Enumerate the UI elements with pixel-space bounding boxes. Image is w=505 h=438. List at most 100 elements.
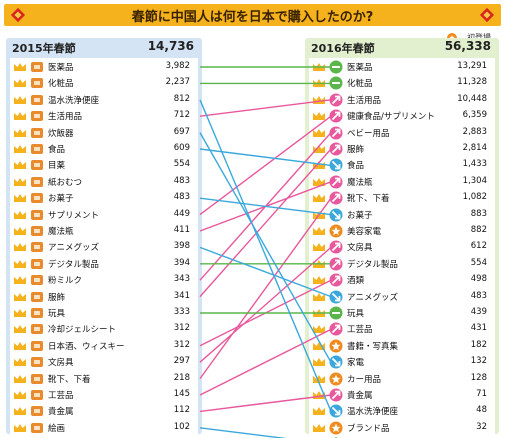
total-2015: 14,736 xyxy=(147,39,194,53)
eye-drops-icon xyxy=(31,160,43,171)
ranking-2015-row: 絵画 102 xyxy=(10,418,198,437)
crown-icon xyxy=(14,391,26,399)
crown-icon xyxy=(313,194,325,203)
item-value: 882 xyxy=(470,225,487,235)
item-value: 3,982 xyxy=(165,61,190,71)
new-entry-icon xyxy=(329,224,343,238)
stationery-icon xyxy=(31,357,43,368)
ranking-2015-row: アニメグッズ 398 xyxy=(10,238,198,257)
crown-icon xyxy=(14,128,26,137)
item-name: 玩具 xyxy=(347,309,365,319)
ranking-2016-row: 家電 132 xyxy=(309,353,495,372)
item-name: 靴下、下着 xyxy=(48,374,91,385)
crown-icon xyxy=(14,63,26,71)
ranking-2016-row: 温水洗浄便座 48 xyxy=(309,402,495,421)
rank-down-icon xyxy=(329,290,343,304)
anime-goods-icon xyxy=(31,242,43,253)
item-name: 目薬 xyxy=(48,161,66,172)
item-value: 2,237 xyxy=(165,77,190,88)
jewelry-icon xyxy=(31,406,43,417)
crown-icon xyxy=(313,325,325,334)
crown-icon xyxy=(313,161,325,170)
total-2016: 56,338 xyxy=(444,39,491,53)
item-name: 魔法瓶 xyxy=(48,227,74,237)
crown-icon xyxy=(14,210,26,219)
panel-header-2015: 2015年春節 14,736 xyxy=(6,38,202,56)
ranking-2016-row: 酒類 498 xyxy=(309,271,495,290)
digital-icon xyxy=(31,258,43,269)
item-value: 128 xyxy=(470,372,487,383)
item-name: 医薬品 xyxy=(48,63,74,73)
rice-cooker-icon xyxy=(31,127,43,138)
item-value: 32 xyxy=(476,421,487,432)
title-bar: 春節に中国人は何を日本で購入したのか? xyxy=(4,4,501,26)
item-name: 工芸品 xyxy=(347,325,373,336)
item-value: 2,814 xyxy=(462,143,487,153)
ranking-2015-row: 化粧品 2,237 xyxy=(10,74,198,93)
item-value: 145 xyxy=(173,389,190,399)
rank-up-icon xyxy=(329,273,343,287)
item-value: 1,082 xyxy=(462,192,487,203)
item-name: 日本酒、ウィスキー xyxy=(48,341,125,352)
ranking-2015-row: 炊飯器 697 xyxy=(10,123,198,142)
ranking-2016-row: 靴下、下着 1,082 xyxy=(309,189,495,208)
ranking-2016-row: お菓子 883 xyxy=(309,205,495,224)
rank-down-icon xyxy=(329,355,343,369)
gel-sheet-icon xyxy=(31,324,43,335)
rank-same-icon xyxy=(329,306,343,320)
ranking-2016-row: 美容家電 882 xyxy=(309,222,495,240)
item-value: 312 xyxy=(173,323,190,334)
item-value: 6,359 xyxy=(462,110,487,121)
item-value: 883 xyxy=(470,208,487,219)
crown-icon xyxy=(14,243,26,252)
milk-powder-icon xyxy=(31,275,43,286)
item-name: 粉ミルク xyxy=(48,276,83,287)
item-value: 11,328 xyxy=(457,77,487,88)
crown-icon xyxy=(313,341,325,350)
ranking-2016-row: ベビー用品 2,883 xyxy=(309,123,495,142)
item-name: 服飾 xyxy=(48,292,66,303)
rank-up-icon xyxy=(329,240,343,254)
ranking-2016-row: 貴金属 71 xyxy=(309,386,495,404)
ranking-2015-row: 医薬品 3,982 xyxy=(10,58,198,76)
ranking-2015-row: 食品 609 xyxy=(10,140,198,158)
crafts-icon xyxy=(31,390,43,400)
legend-label: …初登場 xyxy=(459,32,491,43)
ranking-2016-row: 文房具 612 xyxy=(309,238,495,257)
item-value: 132 xyxy=(470,356,487,367)
item-value: 182 xyxy=(470,339,487,350)
crown-icon xyxy=(14,145,26,153)
crown-icon xyxy=(14,292,26,301)
item-name: 酒類 xyxy=(347,276,365,287)
item-name: カー用品 xyxy=(347,374,382,385)
rank-same-icon xyxy=(329,60,343,74)
rank-up-icon xyxy=(329,142,343,156)
ranking-2016-row: 工芸品 431 xyxy=(309,320,495,339)
item-name: 生活用品 xyxy=(347,95,382,106)
item-name: 貴金属 xyxy=(48,407,74,418)
item-value: 341 xyxy=(173,290,190,301)
chinese-knot-icon xyxy=(10,7,26,23)
toy-icon xyxy=(31,308,43,318)
ranking-2016-row: カー用品 128 xyxy=(309,369,495,388)
item-name: ベビー用品 xyxy=(347,128,390,139)
medicine-icon xyxy=(31,62,43,72)
crown-icon xyxy=(14,358,26,367)
item-value: 609 xyxy=(173,143,190,153)
ranking-2016-row: 生活用品 10,448 xyxy=(309,90,495,109)
socks-icon xyxy=(31,373,43,384)
ranking-2016-row: アニメグッズ 483 xyxy=(309,287,495,306)
crown-icon xyxy=(14,227,26,235)
item-name: 家電 xyxy=(347,358,365,369)
ranking-2015-row: 粉ミルク 343 xyxy=(10,271,198,290)
rank-down-icon xyxy=(329,158,343,172)
crown-icon xyxy=(313,309,325,317)
crown-icon xyxy=(313,112,325,121)
item-value: 112 xyxy=(173,405,190,416)
item-value: 449 xyxy=(173,208,190,219)
item-name: サプリメント xyxy=(48,210,100,221)
item-value: 398 xyxy=(173,241,190,252)
item-value: 218 xyxy=(173,372,190,383)
new-entry-icon xyxy=(329,339,343,353)
ranking-2015-row: 日本酒、ウィスキー 312 xyxy=(10,336,198,355)
